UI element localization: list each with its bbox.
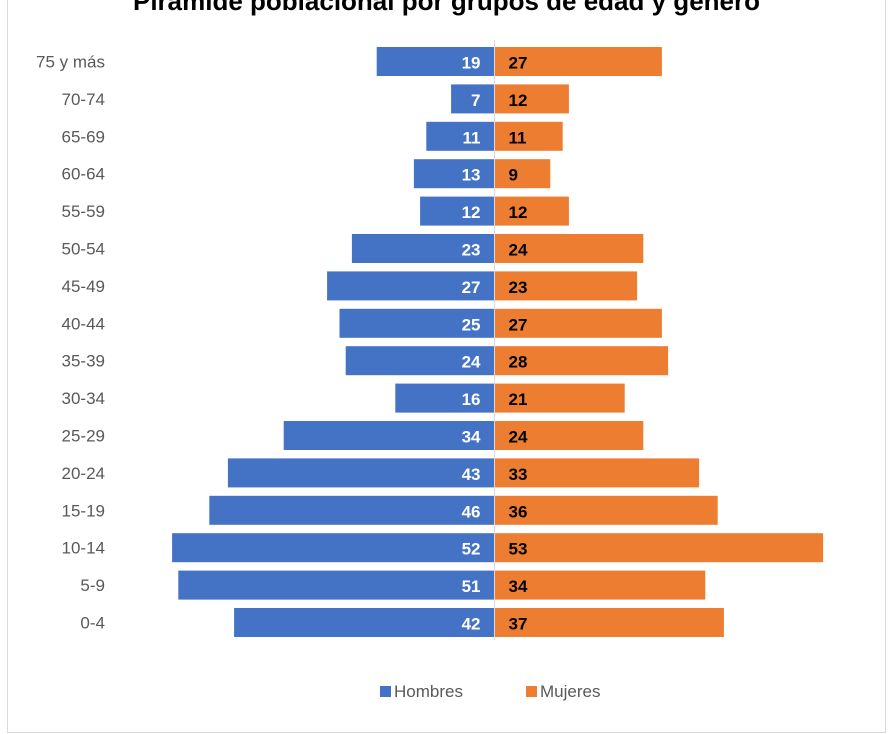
data-label-mujeres-55-59: 12 [509, 203, 528, 222]
data-label-hombres-45-49: 27 [462, 278, 481, 297]
bar-hombres-5-9 [178, 570, 495, 600]
bar-hombres-50-54 [351, 234, 495, 263]
legend-swatch-hombres [380, 686, 391, 697]
bar-hombres-55-59 [420, 196, 495, 226]
category-label-35-39: 35-39 [62, 352, 105, 371]
data-label-hombres-65-69: 11 [463, 128, 481, 147]
data-label-mujeres-35-39: 28 [509, 353, 528, 372]
data-label-hombres-50-54: 23 [462, 241, 481, 260]
bar-mujeres-25-29 [494, 421, 644, 450]
bar-mujeres-0-4 [494, 608, 724, 637]
data-label-mujeres-20-24: 33 [509, 465, 528, 484]
bar-mujeres-55-59 [494, 196, 569, 226]
bar-mujeres-35-39 [494, 346, 669, 376]
category-label-70-74: 70-74 [62, 90, 105, 109]
bar-hombres-35-39 [345, 346, 495, 376]
bar-hombres-20-24 [227, 458, 495, 488]
data-label-hombres-15-19: 46 [462, 502, 481, 521]
data-label-mujeres-15-19: 36 [509, 502, 528, 521]
data-label-mujeres-30-34: 21 [509, 390, 528, 409]
bar-mujeres-60-64 [494, 159, 551, 189]
category-label-40-44: 40-44 [62, 314, 105, 333]
bar-mujeres-75-y-m-s [494, 47, 662, 76]
data-label-hombres-75-y-m-s: 19 [462, 54, 481, 73]
data-label-mujeres-45-49: 23 [509, 278, 528, 297]
bar-mujeres-15-19 [494, 495, 718, 525]
data-label-hombres-20-24: 43 [462, 465, 481, 484]
category-label-45-49: 45-49 [62, 277, 105, 296]
bar-mujeres-45-49 [494, 271, 638, 301]
chart-title: Pirámide poblacional por grupos de edad … [132, 0, 760, 16]
bar-hombres-10-14 [172, 533, 495, 563]
data-label-mujeres-70-74: 12 [509, 91, 528, 110]
data-label-mujeres-75-y-m-s: 27 [509, 54, 528, 73]
data-label-hombres-70-74: 7 [471, 91, 480, 110]
legend: Hombres Mujeres [380, 682, 600, 701]
bar-mujeres-50-54 [494, 234, 644, 263]
data-label-hombres-40-44: 25 [462, 315, 481, 334]
data-label-hombres-30-34: 16 [462, 390, 481, 409]
bar-hombres-45-49 [327, 271, 495, 301]
category-axis-labels: 75 y más 70-74 65-69 60-64 55-59 50-54 45-49 40… [36, 53, 105, 633]
bar-hombres-70-74 [451, 84, 495, 114]
category-label-60-64: 60-64 [62, 165, 105, 184]
data-label-hombres-25-29: 34 [462, 428, 481, 447]
category-label-10-14: 10-14 [62, 539, 105, 558]
bar-mujeres-5-9 [494, 570, 706, 600]
category-label-50-54: 50-54 [62, 240, 105, 259]
category-label-30-34: 30-34 [62, 389, 105, 408]
category-label-0-4: 0-4 [80, 614, 105, 633]
data-label-mujeres-60-64: 9 [509, 166, 518, 185]
category-label-75-y-m-s: 75 y más [36, 53, 105, 72]
data-label-mujeres-5-9: 34 [509, 577, 528, 596]
bar-mujeres-70-74 [494, 84, 569, 114]
data-label-hombres-60-64: 13 [462, 166, 481, 185]
bar-mujeres-10-14 [494, 533, 824, 563]
data-label-mujeres-65-69: 11 [509, 128, 527, 147]
bar-hombres-75-y-m-s [376, 47, 495, 76]
category-label-25-29: 25-29 [62, 427, 105, 446]
data-label-hombres-35-39: 24 [462, 353, 481, 372]
legend-label-mujeres: Mujeres [540, 682, 600, 701]
bar-hombres-15-19 [209, 495, 495, 525]
bar-hombres-65-69 [426, 121, 495, 151]
bar-hombres-30-34 [395, 383, 495, 413]
bar-hombres-25-29 [283, 421, 495, 450]
bar-hombres-40-44 [339, 308, 495, 338]
legend-swatch-mujeres [526, 686, 537, 697]
bar-mujeres-65-69 [494, 121, 563, 151]
data-label-mujeres-0-4: 37 [509, 615, 528, 634]
data-label-mujeres-10-14: 53 [509, 540, 528, 559]
bar-mujeres-30-34 [494, 383, 625, 413]
data-label-mujeres-50-54: 24 [509, 241, 528, 260]
mujeres-series: 27 12 11 9 12 24 23 27 28 21 24 33 36 53 34 37 [494, 47, 824, 637]
category-label-65-69: 65-69 [62, 127, 105, 146]
hombres-series: 19 7 11 13 12 23 27 25 24 16 34 43 46 52 51 42 [172, 47, 495, 637]
category-label-55-59: 55-59 [62, 202, 105, 221]
data-label-mujeres-25-29: 24 [509, 428, 528, 447]
legend-label-hombres: Hombres [394, 682, 463, 701]
data-label-hombres-0-4: 42 [462, 615, 481, 634]
bar-mujeres-40-44 [494, 308, 662, 338]
data-label-hombres-5-9: 51 [462, 577, 481, 596]
data-label-hombres-10-14: 52 [462, 540, 481, 559]
category-label-5-9: 5-9 [80, 576, 105, 595]
category-label-15-19: 15-19 [62, 501, 105, 520]
bar-hombres-60-64 [413, 159, 495, 189]
data-label-hombres-55-59: 12 [462, 203, 481, 222]
category-label-20-24: 20-24 [62, 464, 105, 483]
data-label-mujeres-40-44: 27 [509, 315, 528, 334]
bar-mujeres-20-24 [494, 458, 700, 488]
bar-hombres-0-4 [234, 608, 495, 637]
